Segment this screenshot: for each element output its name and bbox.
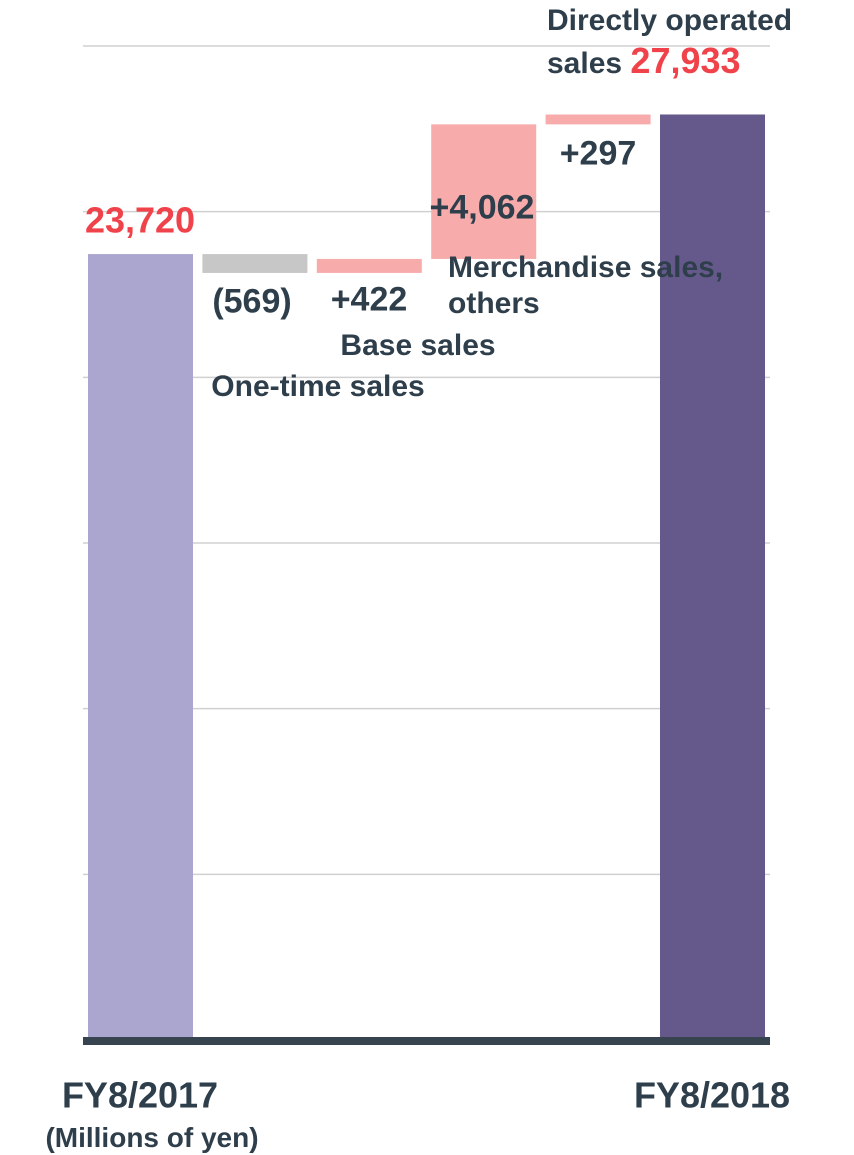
bar — [431, 124, 537, 259]
x-label: Directly operated sales — [547, 4, 793, 80]
x-label: FY8/2017 — [61, 1074, 219, 1116]
x-label: Base sales — [340, 329, 496, 362]
value-label: +422 — [330, 280, 408, 319]
value-label: (569) — [212, 282, 292, 321]
value-label: +4,062 — [429, 188, 535, 227]
value-label: 23,720 — [84, 199, 196, 241]
bar — [88, 254, 193, 1040]
bar — [545, 114, 651, 125]
bar — [316, 258, 422, 273]
value-label: 27,933 — [630, 40, 741, 81]
x-label: Merchandise sales, others — [448, 251, 724, 320]
x-label: One-time sales — [211, 370, 425, 403]
bar — [202, 254, 308, 273]
unit-label: (Millions of yen) — [45, 1122, 259, 1154]
baseline — [83, 1037, 770, 1045]
x-label: FY8/2018 — [633, 1074, 791, 1116]
bar — [660, 114, 765, 1041]
x-label-group: Directly operated sales 27,933 — [547, 3, 854, 82]
value-label: +297 — [559, 134, 637, 173]
